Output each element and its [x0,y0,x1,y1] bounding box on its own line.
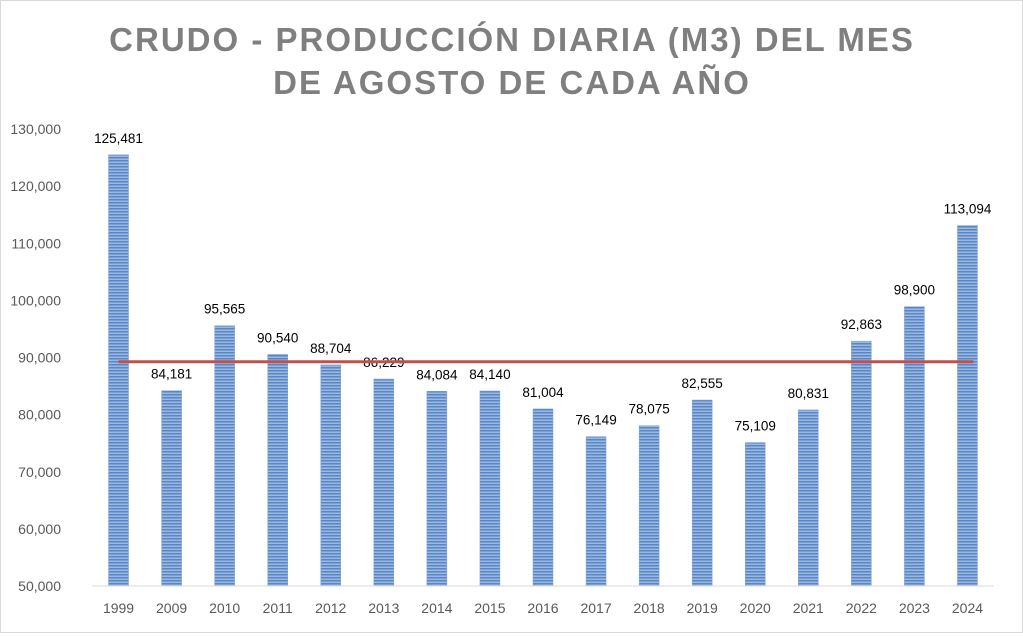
bar-2018 [638,425,660,587]
x-tick-label: 2019 [687,600,718,616]
y-tick-label: 60,000 [18,521,61,537]
x-tick-label: 2021 [793,600,824,616]
x-tick-label: 2014 [421,600,452,616]
x-tick-label: 2020 [740,600,771,616]
x-tick-label: 2013 [368,600,399,616]
bar-2013 [373,378,395,587]
y-tick-label: 90,000 [18,350,61,366]
data-label: 76,149 [575,413,616,428]
x-tick-label: 2017 [580,600,611,616]
bar-2024 [957,225,978,587]
y-tick-label: 110,000 [11,235,61,251]
data-label: 80,831 [788,386,829,401]
y-tick-label: 100,000 [10,292,61,308]
data-label: 98,900 [894,283,935,298]
x-tick-label: 2018 [634,600,665,616]
data-label: 113,094 [944,202,992,217]
data-label: 95,565 [204,302,245,317]
data-label: 84,084 [416,367,458,382]
bar-2021 [798,409,819,587]
x-tick-label: 2012 [315,600,346,616]
x-tick-label: 1999 [103,600,134,616]
bar-2011 [267,354,288,587]
bar-2014 [426,391,448,587]
bar-2010 [214,325,235,587]
bar-1999 [108,154,129,587]
bar-2022 [851,340,872,587]
y-tick-label: 130,000 [10,121,61,137]
y-tick-label: 50,000 [18,578,61,594]
x-tick-label: 2011 [263,600,293,616]
data-label: 88,704 [310,341,352,356]
x-tick-label: 2015 [474,600,505,616]
bar-2017 [585,436,607,587]
chart-title-line-1: CRUDO - PRODUCCIÓN DIARIA (M3) DEL MES [109,21,915,58]
x-tick-label: 2022 [846,600,877,616]
bar-2015 [479,390,501,587]
y-tick-label: 70,000 [18,464,61,480]
x-tick-label: 2024 [952,600,983,616]
bar-2016 [532,408,554,587]
x-tick-label: 2010 [209,600,240,616]
data-label: 90,540 [257,330,298,345]
data-label: 92,863 [841,317,882,332]
y-tick-label: 80,000 [18,407,61,423]
chart-title-line-2: DE AGOSTO DE CADA AÑO [273,64,751,101]
y-tick-label: 120,000 [10,178,61,194]
data-label: 81,004 [522,385,564,400]
bar-2012 [320,364,342,587]
bar-2009 [161,390,182,587]
data-label: 75,109 [735,419,776,434]
x-tick-label: 2009 [156,600,187,616]
x-tick-label: 2016 [527,600,558,616]
bar-2019 [691,399,713,587]
data-label: 125,481 [94,131,143,146]
data-label: 82,555 [682,376,723,391]
x-tick-label: 2023 [899,600,930,616]
data-label: 84,140 [469,367,510,382]
bar-2023 [904,306,925,587]
data-label: 78,075 [628,402,669,417]
bar-2020 [744,442,766,587]
data-label: 84,181 [151,367,192,382]
